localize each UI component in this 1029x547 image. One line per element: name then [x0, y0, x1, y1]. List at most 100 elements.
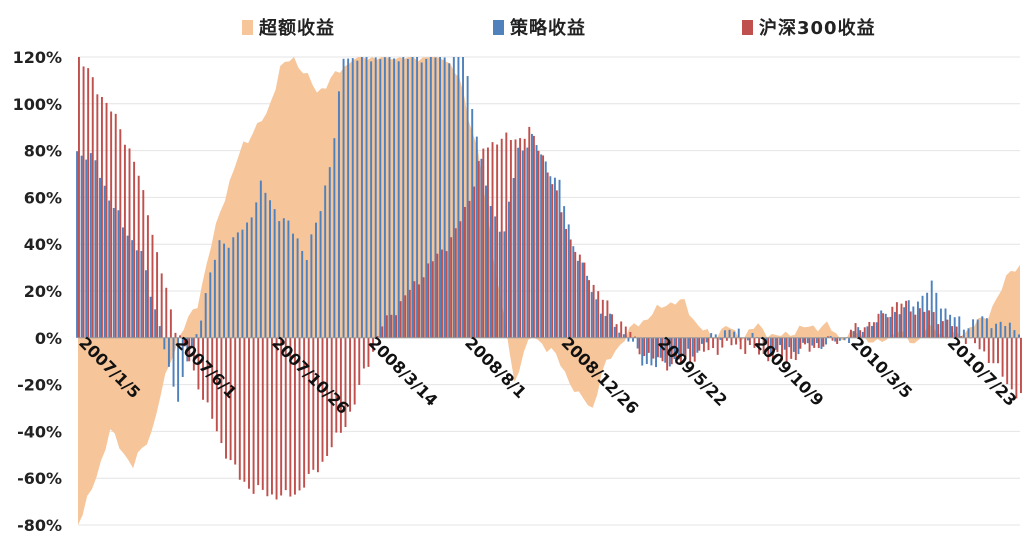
bar-index [684, 337, 687, 358]
bar-index [928, 310, 931, 338]
bar-strategy [921, 295, 924, 338]
bar-strategy [172, 337, 175, 387]
bar-index [413, 281, 416, 338]
bar-strategy [333, 138, 336, 338]
bar-strategy [250, 217, 253, 338]
bar-index [716, 337, 719, 355]
bar-strategy [209, 272, 212, 338]
bar-strategy [558, 179, 561, 338]
bar-index [790, 337, 793, 359]
bar-strategy [838, 337, 841, 341]
bar-strategy [825, 337, 828, 345]
bar-index [909, 311, 912, 338]
bar-strategy [315, 222, 317, 338]
bar-index [551, 184, 554, 338]
bar-index [316, 337, 319, 473]
bar-index [955, 326, 958, 338]
bar-index [146, 215, 149, 338]
bar-strategy [682, 337, 685, 355]
bar-index [932, 312, 935, 338]
bar-strategy [875, 322, 878, 338]
bar-index [872, 322, 875, 338]
bar-index [188, 337, 191, 362]
bar-index [849, 329, 852, 338]
bar-strategy [429, 57, 432, 338]
bar-index [137, 175, 140, 338]
bar-index [597, 291, 600, 338]
bar-index [385, 315, 388, 338]
bar-index [615, 324, 618, 338]
bar-strategy [636, 337, 639, 349]
bar-index [565, 228, 568, 338]
bar-index [183, 337, 186, 347]
y-tick-label: 120% [13, 48, 62, 67]
bar-index [620, 321, 623, 338]
bar-strategy [135, 250, 138, 338]
bar-index [156, 252, 159, 338]
bar-strategy [360, 57, 363, 338]
bar-index [960, 336, 963, 338]
bar-strategy [985, 318, 988, 338]
bar-index [482, 148, 485, 338]
bar-strategy [843, 337, 846, 340]
bar-index [523, 138, 526, 338]
bar-strategy [604, 315, 607, 338]
bar-strategy [581, 262, 584, 338]
bar-strategy [374, 57, 377, 338]
x-tick-label: 2008/3/14 [365, 333, 442, 410]
bar-index [202, 337, 204, 400]
bar-strategy [926, 292, 929, 338]
bar-index [785, 337, 788, 363]
bar-layer [76, 57, 1022, 500]
bar-index [528, 126, 531, 338]
bar-index [634, 336, 636, 338]
bar-index [652, 337, 655, 359]
bar-index [771, 337, 774, 360]
bar-strategy [232, 237, 235, 338]
bar-index [730, 337, 733, 346]
bar-index [381, 326, 384, 338]
bar-index [725, 337, 728, 341]
bar-strategy [668, 337, 671, 367]
bar-index [505, 132, 508, 338]
bar-strategy [1018, 334, 1020, 338]
bar-index [854, 323, 857, 338]
bar-index [661, 337, 664, 362]
bar-index [225, 337, 227, 459]
bar-strategy [475, 136, 478, 338]
bar-index [165, 287, 168, 338]
bar-strategy [802, 337, 805, 343]
bar-index [486, 147, 489, 338]
bar-strategy [508, 201, 510, 338]
bar-strategy [544, 161, 547, 338]
bar-index [358, 337, 361, 385]
bar-index [813, 337, 816, 348]
bar-strategy [310, 234, 313, 338]
bar-strategy [425, 58, 428, 338]
bar-index [390, 314, 393, 338]
bar-strategy [967, 328, 970, 338]
bar-index [206, 337, 209, 403]
bar-index [886, 317, 889, 338]
bar-index [362, 337, 365, 369]
bar-index [142, 190, 145, 338]
bar-strategy [549, 176, 552, 338]
bar-strategy [259, 180, 262, 338]
bar-index [335, 337, 338, 433]
bar-strategy [190, 337, 193, 347]
y-tick-label: 80% [24, 142, 62, 161]
bar-strategy [356, 60, 359, 338]
bar-strategy [848, 337, 850, 344]
bar-strategy [273, 209, 276, 338]
bar-index [220, 337, 223, 444]
bar-strategy [80, 155, 83, 338]
bar-strategy [871, 326, 873, 338]
bar-index [629, 332, 632, 338]
bar-strategy [393, 58, 396, 338]
bar-index [376, 335, 379, 338]
bar-strategy [894, 312, 896, 338]
bar-index [827, 336, 829, 338]
excess-return-area-layer [78, 57, 1020, 525]
y-tick-label: 100% [13, 95, 62, 114]
bar-index [133, 161, 136, 338]
